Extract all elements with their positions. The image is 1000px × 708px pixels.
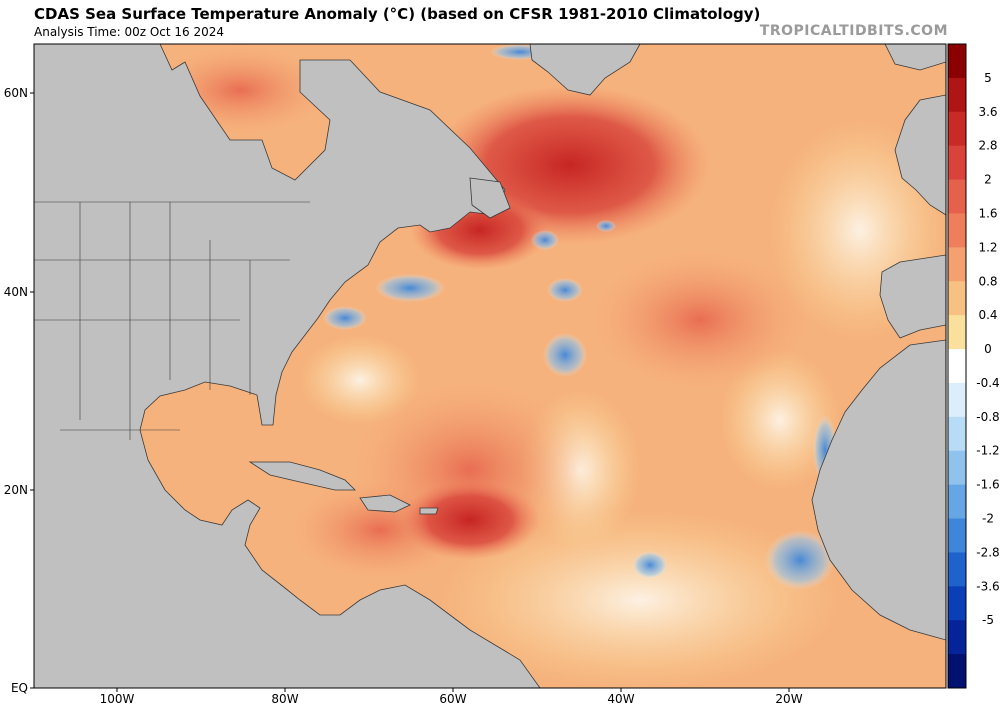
political-boundaries [34, 201, 310, 440]
colorbar-tick-label: 1.2 [978, 240, 997, 254]
iberia [879, 254, 946, 339]
colorbar-swatch [948, 281, 966, 316]
colorbar-tick-label: 2.8 [978, 139, 997, 153]
colorbar-tick-label: 0.8 [978, 274, 997, 288]
colorbar-swatch [948, 586, 966, 621]
anomaly-region-cool [323, 306, 367, 330]
colorbar-tick-label: 5 [984, 71, 992, 85]
colorbar-swatch [948, 382, 966, 418]
brand-watermark: TROPICALTIDBITS.COM [759, 23, 948, 39]
anomaly-region-cool [632, 551, 668, 579]
anomaly-region-pale [720, 350, 840, 490]
anomaly-region-hot [400, 480, 540, 560]
colorbar-swatch [948, 552, 966, 587]
colorbar-tick-label: -2 [982, 512, 994, 526]
land [34, 44, 946, 688]
colorbar-swatch [948, 44, 966, 79]
colorbar-swatch [948, 213, 966, 248]
colorbar-tick-label: -5 [982, 613, 994, 627]
colorbar-swatch [948, 416, 966, 452]
europe [894, 94, 946, 216]
colorbar-swatch [948, 620, 966, 655]
anomaly-region-cool [765, 530, 835, 590]
cuba [248, 461, 356, 491]
hispaniola [359, 494, 411, 513]
lon-label: 60W [439, 692, 466, 706]
newfoundland [469, 177, 511, 219]
lat-label: EQ [11, 681, 28, 695]
longitude-axis: 100W 80W 60W 40W 20W [100, 688, 803, 706]
lon-label: 100W [100, 692, 135, 706]
colorbar-tick-label: -0.8 [976, 410, 999, 424]
colorbar-swatch [948, 484, 966, 520]
colorbar-swatch [948, 145, 966, 181]
anomaly-region-cool [547, 278, 583, 302]
lat-label: 60N [4, 86, 28, 100]
anomaly-region-warm [590, 250, 810, 390]
colorbar-tick-label: 0 [984, 342, 992, 356]
lat-label: 40N [4, 285, 28, 299]
africa [811, 339, 946, 641]
anomaly-region-cool [375, 274, 445, 302]
colorbar-swatch [948, 518, 966, 553]
colorbar-swatch [948, 315, 966, 350]
colorbar-tick-label: -2.8 [976, 545, 999, 559]
colorbar-tick-label: -0.4 [976, 376, 999, 390]
colorbar-swatch [948, 450, 966, 486]
map-title: CDAS Sea Surface Temperature Anomaly (°C… [34, 5, 761, 23]
anomaly-region-cool [596, 220, 616, 232]
colorbar-swatch [948, 349, 966, 384]
lon-label: 80W [271, 692, 298, 706]
latitude-axis: 60N 40N 20N EQ [4, 86, 34, 695]
colorbar-tick-label: -1.2 [976, 444, 999, 458]
colorbar-tick-label: 3.6 [978, 105, 997, 119]
lon-label: 40W [607, 692, 634, 706]
greenland [529, 44, 641, 96]
map-frame [33, 43, 947, 689]
anomaly-region-pale [440, 510, 840, 688]
puerto-rico [419, 507, 439, 515]
colorbar-tick-label: -1.6 [976, 478, 999, 492]
analysis-time: Analysis Time: 00z Oct 16 2024 [34, 25, 225, 39]
colorbar-tick-label: 0.4 [978, 308, 997, 322]
colorbar: 5 3.6 2.8 2 1.6 1.2 0.8 0.4 0 -0.4 -0.8 -1.2 -1.6 -2 -… [947, 43, 1000, 689]
lon-label: 20W [775, 692, 802, 706]
colorbar-tick-label: 1.6 [978, 206, 997, 220]
colorbar-tick-label: -3.6 [976, 579, 999, 593]
colorbar-swatch [948, 247, 966, 282]
colorbar-swatch [948, 111, 966, 147]
colorbar-swatch [948, 77, 966, 113]
anomaly-region-cool [531, 230, 559, 250]
colorbar-frame [947, 43, 967, 689]
north-america [34, 44, 541, 688]
lat-label: 20N [4, 483, 28, 497]
colorbar-swatch [948, 654, 966, 689]
colorbar-tick-label: 2 [984, 173, 992, 187]
anomaly-region-cool [543, 333, 587, 377]
iceland [884, 44, 946, 71]
anomaly-region-pale [300, 335, 420, 425]
colorbar-swatch [948, 179, 966, 214]
